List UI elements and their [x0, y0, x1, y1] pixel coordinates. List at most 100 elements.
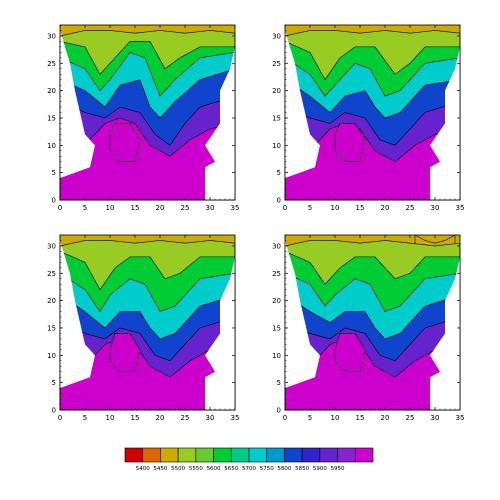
x-tick-label: 20 — [156, 414, 165, 422]
y-tick-label: 15 — [272, 324, 281, 332]
x-tick-label: 30 — [206, 204, 215, 212]
colorbar-swatch — [230, 447, 250, 463]
colorbar-swatch — [319, 447, 338, 463]
colorbar-swatch — [337, 447, 356, 463]
y-tick-label: 25 — [47, 270, 56, 278]
panel-2: 0 5 10 15 20 25 30 35 0 5 10 15 20 25 30 — [272, 24, 465, 212]
panel-3: 0 5 10 15 20 25 30 35 0 5 10 15 20 25 30 — [47, 234, 240, 422]
colorbar-label: 5550 — [189, 466, 203, 472]
x-tick-label: 35 — [231, 414, 240, 422]
colorbar-swatch — [301, 447, 321, 463]
x-tick-label: 0 — [58, 414, 62, 422]
colorbar-swatch — [248, 447, 268, 463]
y-tick-label: 30 — [272, 242, 281, 250]
x-tick-label: 15 — [356, 414, 365, 422]
panel-1: 0 5 10 15 20 25 30 35 0 5 10 15 20 25 30 — [47, 24, 240, 212]
x-tick-label: 5 — [83, 414, 87, 422]
colorbar-label: 5500 — [171, 466, 185, 472]
panels: 0 5 10 15 20 25 30 35 0 5 10 15 20 25 30 0 5 10 15 20 25 30 35… — [47, 24, 465, 422]
y-tick-label: 30 — [47, 32, 56, 40]
x-tick-label: 0 — [283, 414, 287, 422]
contour-band-5950 — [109, 123, 141, 163]
y-tick-label: 20 — [272, 297, 281, 305]
x-tick-label: 25 — [181, 414, 190, 422]
land-mask-left — [60, 235, 95, 410]
colorbar-label: 5850 — [295, 466, 309, 472]
colorbar-label: 5650 — [224, 466, 238, 472]
colorbar: 5400 5450 5500 5550 5600 5650 5700 5750 5800 5850… — [124, 447, 374, 472]
x-tick-label: 35 — [456, 414, 465, 422]
y-tick-label: 15 — [47, 324, 56, 332]
y-tick-label: 5 — [52, 169, 56, 177]
y-tick-label: 0 — [52, 197, 56, 205]
y-tick-label: 5 — [277, 169, 281, 177]
y-tick-label: 15 — [272, 114, 281, 122]
land-mask-left — [285, 235, 320, 410]
x-tick-label: 0 — [58, 204, 62, 212]
colorbar-swatch — [142, 447, 161, 463]
colorbar-label: 5700 — [242, 466, 256, 472]
contour-band-5950 — [109, 333, 141, 373]
x-tick-label: 20 — [156, 204, 165, 212]
x-tick-label: 5 — [83, 204, 87, 212]
y-tick-label: 5 — [277, 379, 281, 387]
colorbar-swatch — [124, 447, 144, 463]
x-tick-label: 25 — [181, 204, 190, 212]
x-tick-label: 15 — [131, 204, 140, 212]
land-mask-left — [285, 25, 320, 200]
colorbar-label: 5600 — [207, 466, 221, 472]
colorbar-swatch — [195, 447, 214, 463]
colorbar-label: 5750 — [260, 466, 274, 472]
y-tick-label: 0 — [52, 407, 56, 415]
panel-4: 0 5 10 15 20 25 30 35 0 5 10 15 20 25 30 — [272, 234, 465, 422]
colorbar-swatch — [160, 447, 179, 463]
y-tick-label: 10 — [272, 142, 281, 150]
x-tick-label: 30 — [431, 204, 440, 212]
x-tick-label: 10 — [331, 414, 340, 422]
y-tick-label: 10 — [272, 352, 281, 360]
colorbar-label: 5950 — [331, 466, 345, 472]
y-tick-label: 20 — [47, 87, 56, 95]
x-tick-label: 15 — [131, 414, 140, 422]
x-tick-label: 5 — [308, 204, 312, 212]
colorbar-label: 5800 — [277, 466, 291, 472]
land-mask-left — [60, 25, 95, 200]
x-tick-label: 35 — [456, 204, 465, 212]
y-tick-label: 20 — [272, 87, 281, 95]
x-tick-label: 30 — [431, 414, 440, 422]
x-tick-label: 30 — [206, 414, 215, 422]
x-tick-label: 20 — [381, 204, 390, 212]
land-mask-right — [205, 25, 235, 200]
x-tick-label: 0 — [283, 204, 287, 212]
colorbar-label: 5450 — [153, 466, 167, 472]
colorbar-swatch — [213, 447, 232, 463]
colorbar-swatch — [354, 447, 374, 463]
y-tick-label: 10 — [47, 352, 56, 360]
x-tick-label: 15 — [356, 204, 365, 212]
y-tick-label: 0 — [277, 407, 281, 415]
x-tick-label: 20 — [381, 414, 390, 422]
x-tick-label: 10 — [331, 204, 340, 212]
x-tick-label: 25 — [406, 414, 415, 422]
colorbar-label: 5900 — [313, 466, 327, 472]
colorbar-label: 5400 — [136, 466, 150, 472]
x-tick-label: 10 — [106, 414, 115, 422]
x-tick-label: 25 — [406, 204, 415, 212]
x-tick-label: 5 — [308, 414, 312, 422]
contour-band-5950 — [334, 123, 366, 163]
y-tick-label: 25 — [272, 60, 281, 68]
y-tick-label: 30 — [272, 32, 281, 40]
y-tick-label: 5 — [52, 379, 56, 387]
land-mask-right — [205, 235, 235, 410]
y-tick-label: 0 — [277, 197, 281, 205]
y-tick-label: 25 — [272, 270, 281, 278]
colorbar-swatch — [284, 447, 303, 463]
y-tick-label: 25 — [47, 60, 56, 68]
y-tick-label: 10 — [47, 142, 56, 150]
x-tick-label: 35 — [231, 204, 240, 212]
colorbar-swatch — [266, 447, 285, 463]
x-tick-label: 10 — [106, 204, 115, 212]
contour-band-5950 — [334, 333, 366, 373]
y-tick-label: 20 — [47, 297, 56, 305]
